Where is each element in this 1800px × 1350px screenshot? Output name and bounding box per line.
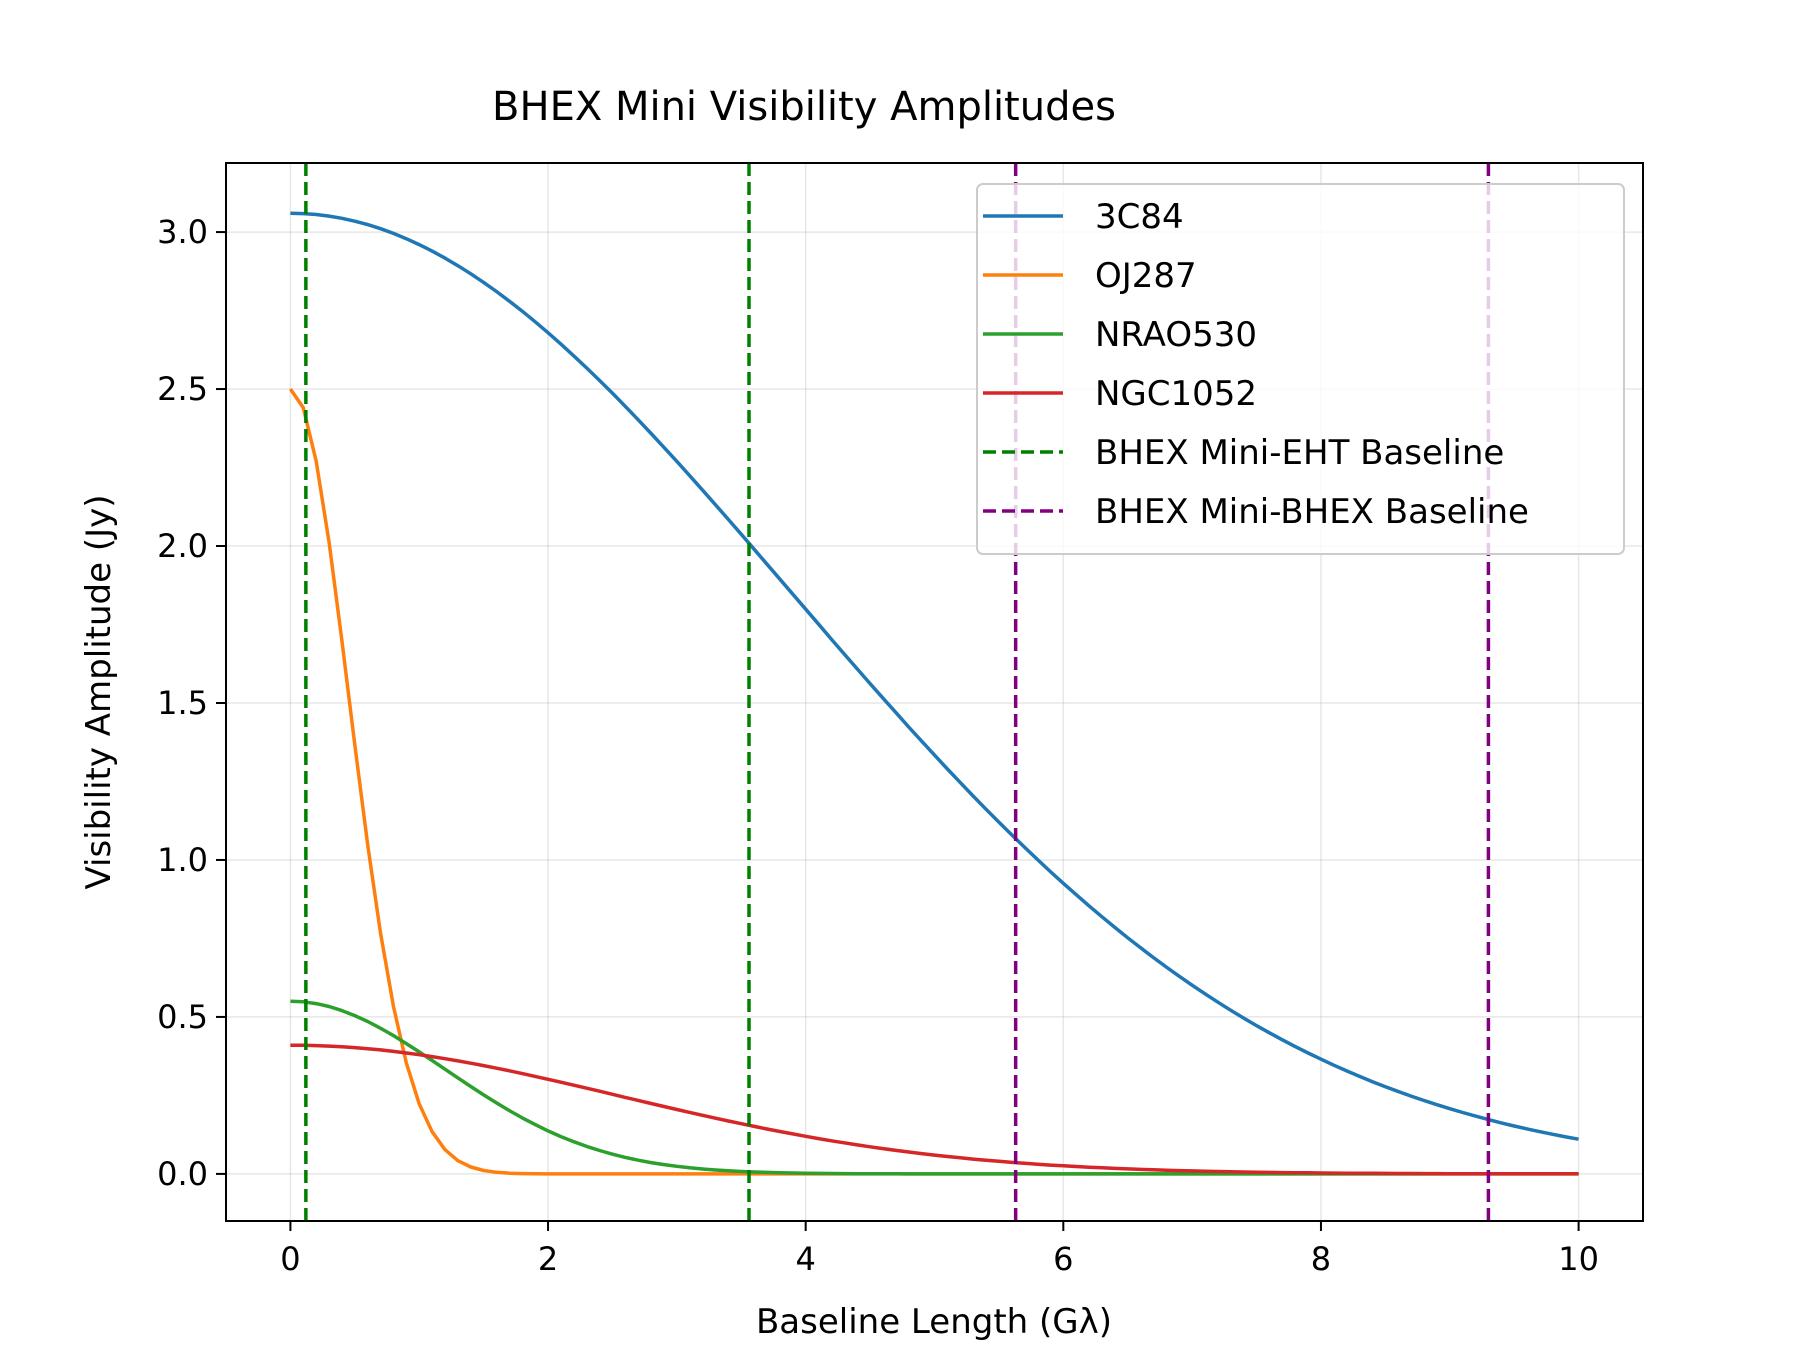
x-tick-label: 0 xyxy=(280,1240,300,1278)
legend-label-bhex-mini-bhex-baseline: BHEX Mini-BHEX Baseline xyxy=(1095,492,1529,532)
y-tick-label: 0.0 xyxy=(157,1155,208,1193)
legend-label-bhex-mini-eht-baseline: BHEX Mini-EHT Baseline xyxy=(1095,433,1504,473)
series-line-ngc1052 xyxy=(290,1043,1579,1176)
x-tick-label: 6 xyxy=(1053,1240,1073,1278)
legend-label-3c84: 3C84 xyxy=(1095,197,1184,237)
x-tick-label: 10 xyxy=(1558,1240,1599,1278)
x-tick-label: 8 xyxy=(1311,1240,1331,1278)
x-axis: 0 2 4 6 8 10 xyxy=(280,1221,1599,1278)
y-tick-label: 1.0 xyxy=(157,841,208,879)
y-axis: 0.0 0.5 1.0 1.5 2.0 2.5 3.0 xyxy=(157,213,226,1193)
y-tick-label: 2.0 xyxy=(157,527,208,565)
y-tick-label: 0.5 xyxy=(157,998,208,1036)
x-tick-label: 2 xyxy=(538,1240,558,1278)
legend-label-nrao530: NRAO530 xyxy=(1095,315,1257,355)
legend: 3C84 OJ287 NRAO530 NGC1052 BHEX Mini-EHT Bas… xyxy=(976,183,1625,555)
y-tick-label: 3.0 xyxy=(157,213,208,251)
y-tick-label: 2.5 xyxy=(157,370,208,408)
series-layer xyxy=(288,211,1579,1176)
plot-frame xyxy=(225,162,1644,1222)
y-tick-label: 1.5 xyxy=(157,684,208,722)
x-axis-label: Baseline Length (Gλ) xyxy=(756,1302,1112,1342)
legend-box xyxy=(976,183,1625,555)
chart-title: BHEX Mini Visibility Amplitudes xyxy=(492,84,1116,130)
legend-label-ngc1052: NGC1052 xyxy=(1095,374,1257,414)
legend-label-oj287: OJ287 xyxy=(1095,256,1197,296)
y-axis-label: Visibility Amplitude (Jy) xyxy=(79,494,119,889)
x-tick-label: 4 xyxy=(796,1240,816,1278)
series-line-3c84 xyxy=(290,211,1579,1141)
